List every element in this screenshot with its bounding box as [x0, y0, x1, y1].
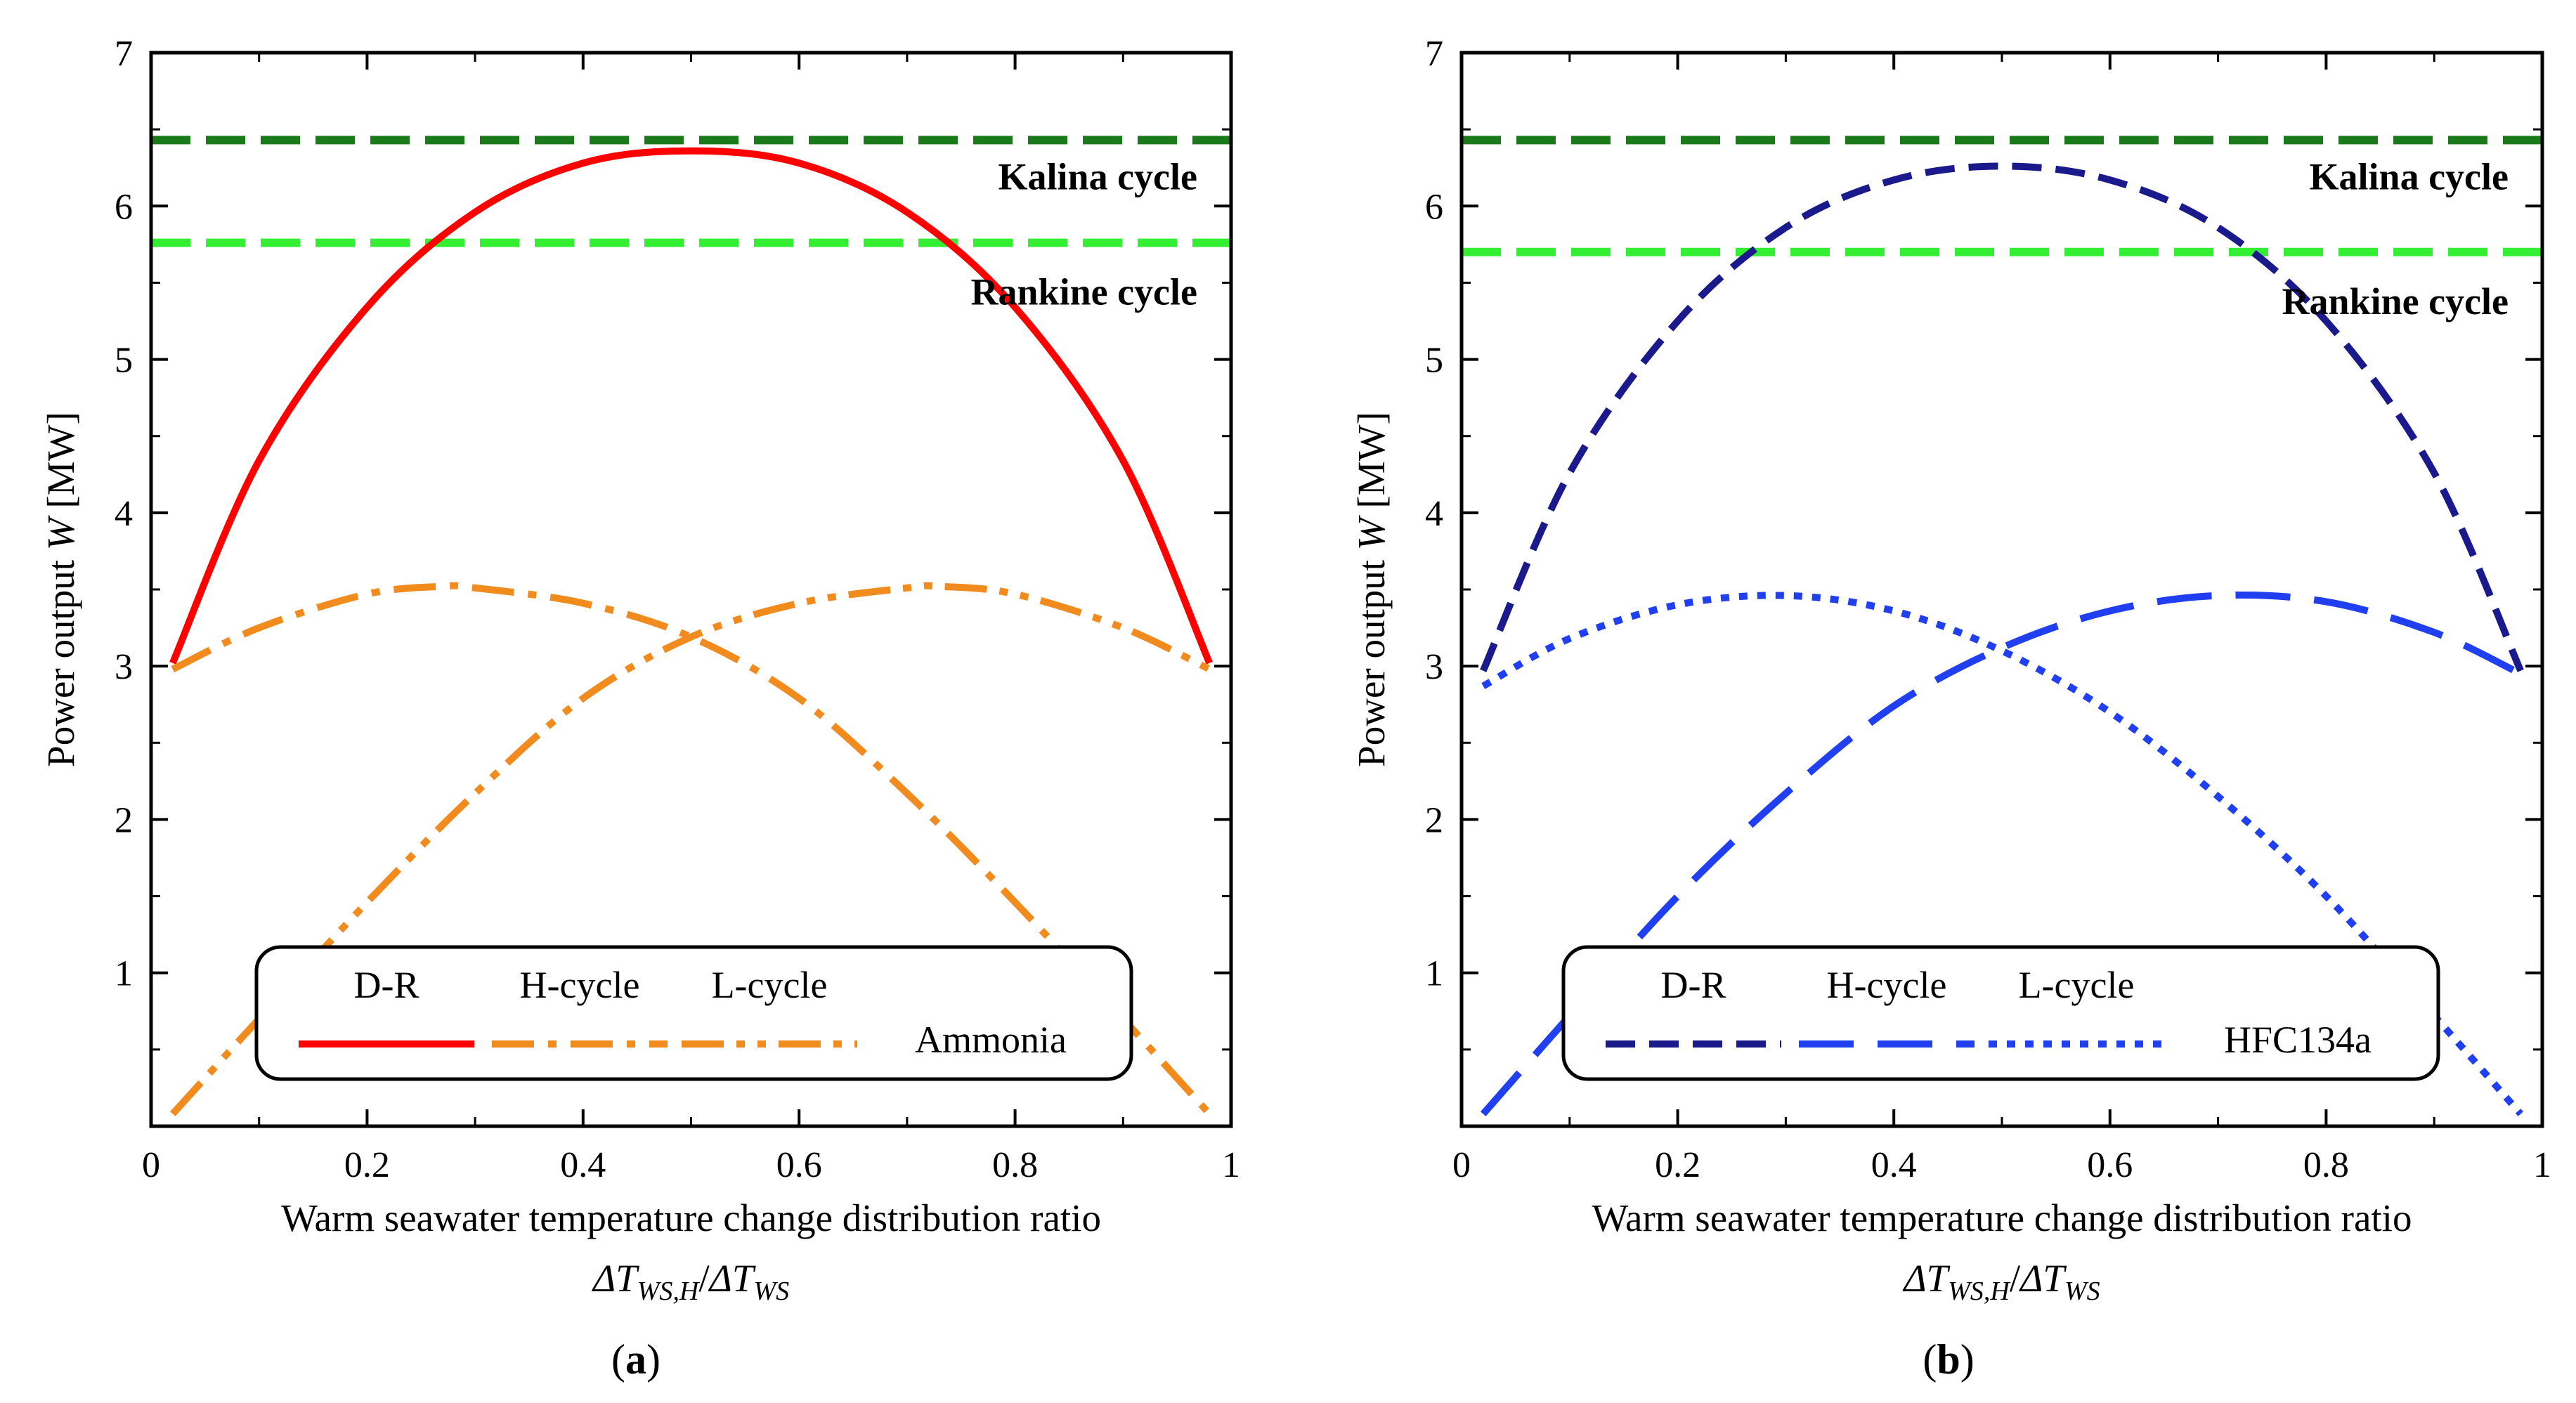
- y-tick-label: 2: [115, 800, 133, 840]
- x-tick-label: 0.2: [1655, 1145, 1700, 1185]
- ratio-slash: /: [698, 1257, 710, 1300]
- y-axis-label-unit: [MW]: [1350, 412, 1393, 518]
- y-axis-label: Power output W [MW]: [1350, 412, 1393, 767]
- x-tick-label: 1: [1222, 1145, 1240, 1185]
- caption-close: ): [1960, 1336, 1975, 1383]
- y-axis-label-unit: [MW]: [39, 412, 82, 518]
- y-tick-label: 5: [115, 341, 133, 381]
- ratio-denominator: ΔT: [2019, 1257, 2067, 1300]
- ratio-slash: /: [2010, 1257, 2021, 1300]
- ratio-numerator: ΔT: [592, 1257, 639, 1300]
- x-axis-label-ratio: ΔTWS,H/ΔTWS: [1902, 1257, 2100, 1306]
- legend-label-h-cycle: H-cycle: [1827, 964, 1947, 1006]
- y-tick-label: 2: [1425, 800, 1443, 840]
- series-group: [169, 147, 1213, 1116]
- legend-label-l-cycle: L-cycle: [2019, 964, 2135, 1006]
- y-tick-label: 1: [115, 954, 133, 994]
- y-tick-label: 3: [115, 647, 133, 687]
- x-tick-label: 0: [1452, 1145, 1471, 1185]
- x-tick-label: 0.8: [992, 1145, 1038, 1185]
- y-tick-label: 7: [115, 34, 133, 74]
- chart-panel-b: Kalina cycle Rankine cycle 0 0.2 0.4 0.6 0.8 1 1…: [1350, 34, 2551, 1383]
- rankine-cycle-label: Rankine cycle: [971, 271, 1197, 313]
- rankine-cycle-label: Rankine cycle: [2282, 280, 2509, 322]
- caption-letter: b: [1937, 1336, 1960, 1383]
- ratio-denominator-subscript: WS: [753, 1277, 789, 1306]
- y-axis-label: Power output W [MW]: [39, 412, 82, 767]
- x-axis-label: Warm seawater temperature change distrib…: [281, 1196, 1101, 1239]
- x-tick-label: 0: [142, 1145, 160, 1185]
- x-tick-label: 0.4: [1871, 1145, 1917, 1185]
- series-d-r-curve: [169, 147, 1213, 665]
- series-l-cycle-curve: [170, 582, 1211, 1116]
- caption-open: (: [1923, 1336, 1937, 1383]
- caption-letter: a: [625, 1336, 646, 1383]
- legend-box: [1561, 945, 2440, 1081]
- ratio-denominator: ΔT: [708, 1257, 756, 1300]
- x-tick-label: 0.6: [776, 1145, 822, 1185]
- legend: D-R H-cycle L-cycle HFC134a: [1561, 945, 2440, 1081]
- ratio-numerator: ΔT: [1902, 1257, 1950, 1300]
- x-tick-label: 1: [2533, 1145, 2551, 1185]
- legend-label-d-r: D-R: [1661, 964, 1726, 1006]
- chart-panel-a: Kalina cycle Rankine cycle 0 0.2 0.4 0.6 0.8 1 1…: [39, 34, 1240, 1383]
- y-axis-label-text: Power output: [1350, 550, 1393, 767]
- legend-fluid-label: HFC134a: [2224, 1019, 2372, 1061]
- y-axis-label-var: W: [1350, 515, 1393, 550]
- legend-label-l-cycle: L-cycle: [712, 964, 828, 1006]
- y-tick-label: 6: [115, 187, 133, 227]
- panel-caption: (b): [1923, 1336, 1974, 1383]
- ratio-numerator-subscript: WS,H: [1948, 1277, 2011, 1306]
- y-tick-label: 4: [115, 494, 133, 534]
- legend-label-d-r: D-R: [354, 964, 419, 1006]
- y-tick-label: 7: [1425, 34, 1443, 74]
- y-tick-label: 3: [1425, 647, 1443, 687]
- legend-fluid-label: Ammonia: [915, 1019, 1067, 1061]
- y-tick-label: 6: [1425, 187, 1443, 227]
- series-d-r-curve: [1480, 162, 2524, 672]
- y-axis-label-text: Power output: [39, 550, 82, 767]
- ratio-denominator-subscript: WS: [2064, 1277, 2100, 1306]
- x-axis-label: Warm seawater temperature change distrib…: [1592, 1196, 2412, 1239]
- kalina-cycle-label: Kalina cycle: [2310, 155, 2509, 197]
- x-tick-label: 0.6: [2087, 1145, 2133, 1185]
- y-axis-label-var: W: [39, 515, 82, 550]
- x-tick-label: 0.4: [560, 1145, 606, 1185]
- series-h-cycle-curve: [1481, 591, 2523, 1116]
- x-tick-label: 0.8: [2303, 1145, 2349, 1185]
- y-tick-label: 5: [1425, 341, 1443, 381]
- ratio-numerator-subscript: WS,H: [637, 1277, 701, 1306]
- caption-open: (: [611, 1336, 625, 1383]
- legend-box: [254, 945, 1133, 1081]
- y-tick-label: 4: [1425, 494, 1443, 534]
- legend-label-h-cycle: H-cycle: [520, 964, 640, 1006]
- y-tick-label: 1: [1425, 954, 1443, 994]
- kalina-cycle-label: Kalina cycle: [998, 155, 1197, 197]
- x-tick-label: 0.2: [344, 1145, 390, 1185]
- caption-close: ): [646, 1336, 661, 1383]
- legend: D-R H-cycle L-cycle Ammonia: [254, 945, 1133, 1081]
- x-axis-label-ratio: ΔTWS,H/ΔTWS: [592, 1257, 789, 1306]
- panel-caption: (a): [611, 1336, 661, 1383]
